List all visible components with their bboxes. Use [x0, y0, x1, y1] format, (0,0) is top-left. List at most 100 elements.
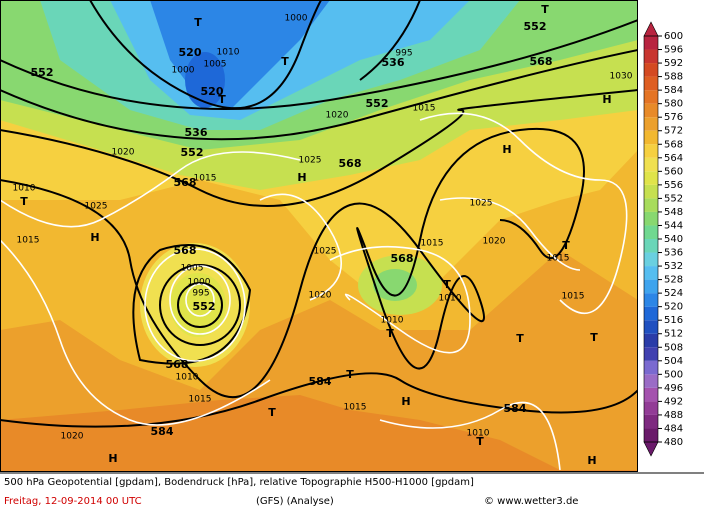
map-label: 568 [166, 358, 189, 371]
colorbar-band [644, 347, 658, 361]
map-label: T [281, 55, 289, 68]
pressure-label: 1025 [314, 247, 337, 257]
colorbar-tick-label: 484 [664, 423, 683, 434]
colorbar-band [644, 36, 658, 50]
pressure-label: 1010 [439, 294, 462, 304]
map-label: 552 [193, 300, 216, 313]
pressure-label: 1010 [13, 184, 36, 194]
colorbar-tick-label: 524 [664, 288, 683, 299]
colorbar-band [644, 252, 658, 267]
map-label: T [590, 331, 598, 344]
colorbar-tick-label: 516 [664, 315, 683, 326]
pressure-label: 1015 [17, 236, 40, 246]
colorbar-band [644, 211, 658, 226]
colorbar-band [644, 266, 658, 280]
map-label: H [90, 231, 99, 244]
colorbar-tick-label: 504 [664, 356, 683, 367]
colorbar-band [644, 279, 658, 294]
pressure-label: 1000 [172, 66, 195, 76]
map-label: T [268, 406, 276, 419]
map-label: T [476, 435, 484, 448]
colorbar-tick-label: 500 [664, 369, 683, 380]
colorbar-band [644, 225, 658, 239]
map-label: H [502, 143, 511, 156]
pressure-label: 1020 [61, 432, 84, 442]
colorbar-tick-label: 512 [664, 329, 683, 340]
pressure-label: 995 [395, 49, 412, 59]
map-label: H [401, 395, 410, 408]
colorbar-tick-label: 536 [664, 248, 683, 259]
colorbar-tick-label: 596 [664, 45, 683, 56]
colorbar-band [644, 130, 658, 145]
colorbar-tick-label: 560 [664, 166, 683, 177]
map-label: H [108, 452, 117, 465]
colorbar-tick-label: 600 [664, 31, 683, 42]
map-label: 536 [382, 56, 405, 69]
colorbar-band [644, 293, 658, 307]
colorbar-band [644, 306, 658, 321]
pressure-label: 1015 [547, 254, 570, 264]
colorbar-band [644, 333, 658, 348]
map-label: T [516, 332, 524, 345]
pressure-label: 1020 [326, 111, 349, 121]
colorbar-tick-label: 492 [664, 396, 683, 407]
map-label: H [602, 93, 611, 106]
map-label: 568 [391, 252, 414, 265]
colorbar-tick-label: 544 [664, 220, 683, 231]
footer-title: 500 hPa Geopotential [gpdam], Bodendruck… [4, 477, 474, 488]
map-label: H [587, 454, 596, 467]
colorbar-tick-label: 556 [664, 180, 683, 191]
map-label: T [562, 239, 570, 252]
map-label: 568 [530, 55, 553, 68]
pressure-label: 1015 [189, 395, 212, 405]
map-label: T [443, 278, 451, 291]
map-frame [0, 0, 638, 472]
pressure-label: 1020 [112, 148, 135, 158]
map-label: 568 [174, 244, 197, 257]
map-label: T [20, 195, 28, 208]
map-label: 568 [174, 176, 197, 189]
map-label: T [541, 3, 549, 16]
pressure-label: 1010 [467, 429, 490, 439]
colorbar-tick-label: 520 [664, 302, 683, 313]
map-label: 584 [151, 425, 174, 438]
colorbar-tick-label: 580 [664, 99, 683, 110]
map-label: 584 [504, 402, 527, 415]
pressure-label: 1015 [562, 292, 585, 302]
colorbar-band [644, 428, 658, 442]
map-label: 520 [201, 85, 224, 98]
colorbar-tick-label: 532 [664, 261, 683, 272]
pressure-label: 1005 [181, 264, 204, 274]
pressure-label: 1010 [176, 373, 199, 383]
pressure-label: 1015 [344, 403, 367, 413]
colorbar-band [644, 374, 658, 388]
map-label: 568 [339, 157, 362, 170]
colorbar-band [644, 103, 658, 118]
colorbar-tick-label: 480 [664, 437, 683, 448]
colorbar-tick-label: 588 [664, 72, 683, 83]
map-label: T [386, 327, 394, 340]
map-labels: 552 520 520 536 552 568 T T T 536 552 568 552 568 H H T 5… [13, 3, 633, 467]
colorbar-tick-label: 488 [664, 410, 683, 421]
colorbar-tick-label: 592 [664, 58, 683, 69]
colorbar-band [644, 198, 658, 212]
footer-credit: © www.wetter3.de [484, 496, 578, 507]
pressure-label: 1015 [421, 239, 444, 249]
map-label: T [346, 368, 354, 381]
colorbar-tick-label: 548 [664, 207, 683, 218]
pressure-label: 1020 [309, 291, 332, 301]
map-label: 520 [179, 46, 202, 59]
colorbar-tick-label: 576 [664, 112, 683, 123]
colorbar-band [644, 76, 658, 91]
pressure-label: 1020 [483, 237, 506, 247]
colorbar-tick-label: 584 [664, 85, 683, 96]
colorbar-band [644, 184, 658, 199]
colorbar-bottom [643, 441, 659, 457]
pressure-label: 1025 [299, 156, 322, 166]
pressure-label: 995 [192, 289, 209, 299]
pressure-label: 1000 [285, 14, 308, 24]
colorbar-band [644, 90, 658, 104]
colorbar-tick-label: 564 [664, 153, 683, 164]
map-label: H [297, 171, 306, 184]
